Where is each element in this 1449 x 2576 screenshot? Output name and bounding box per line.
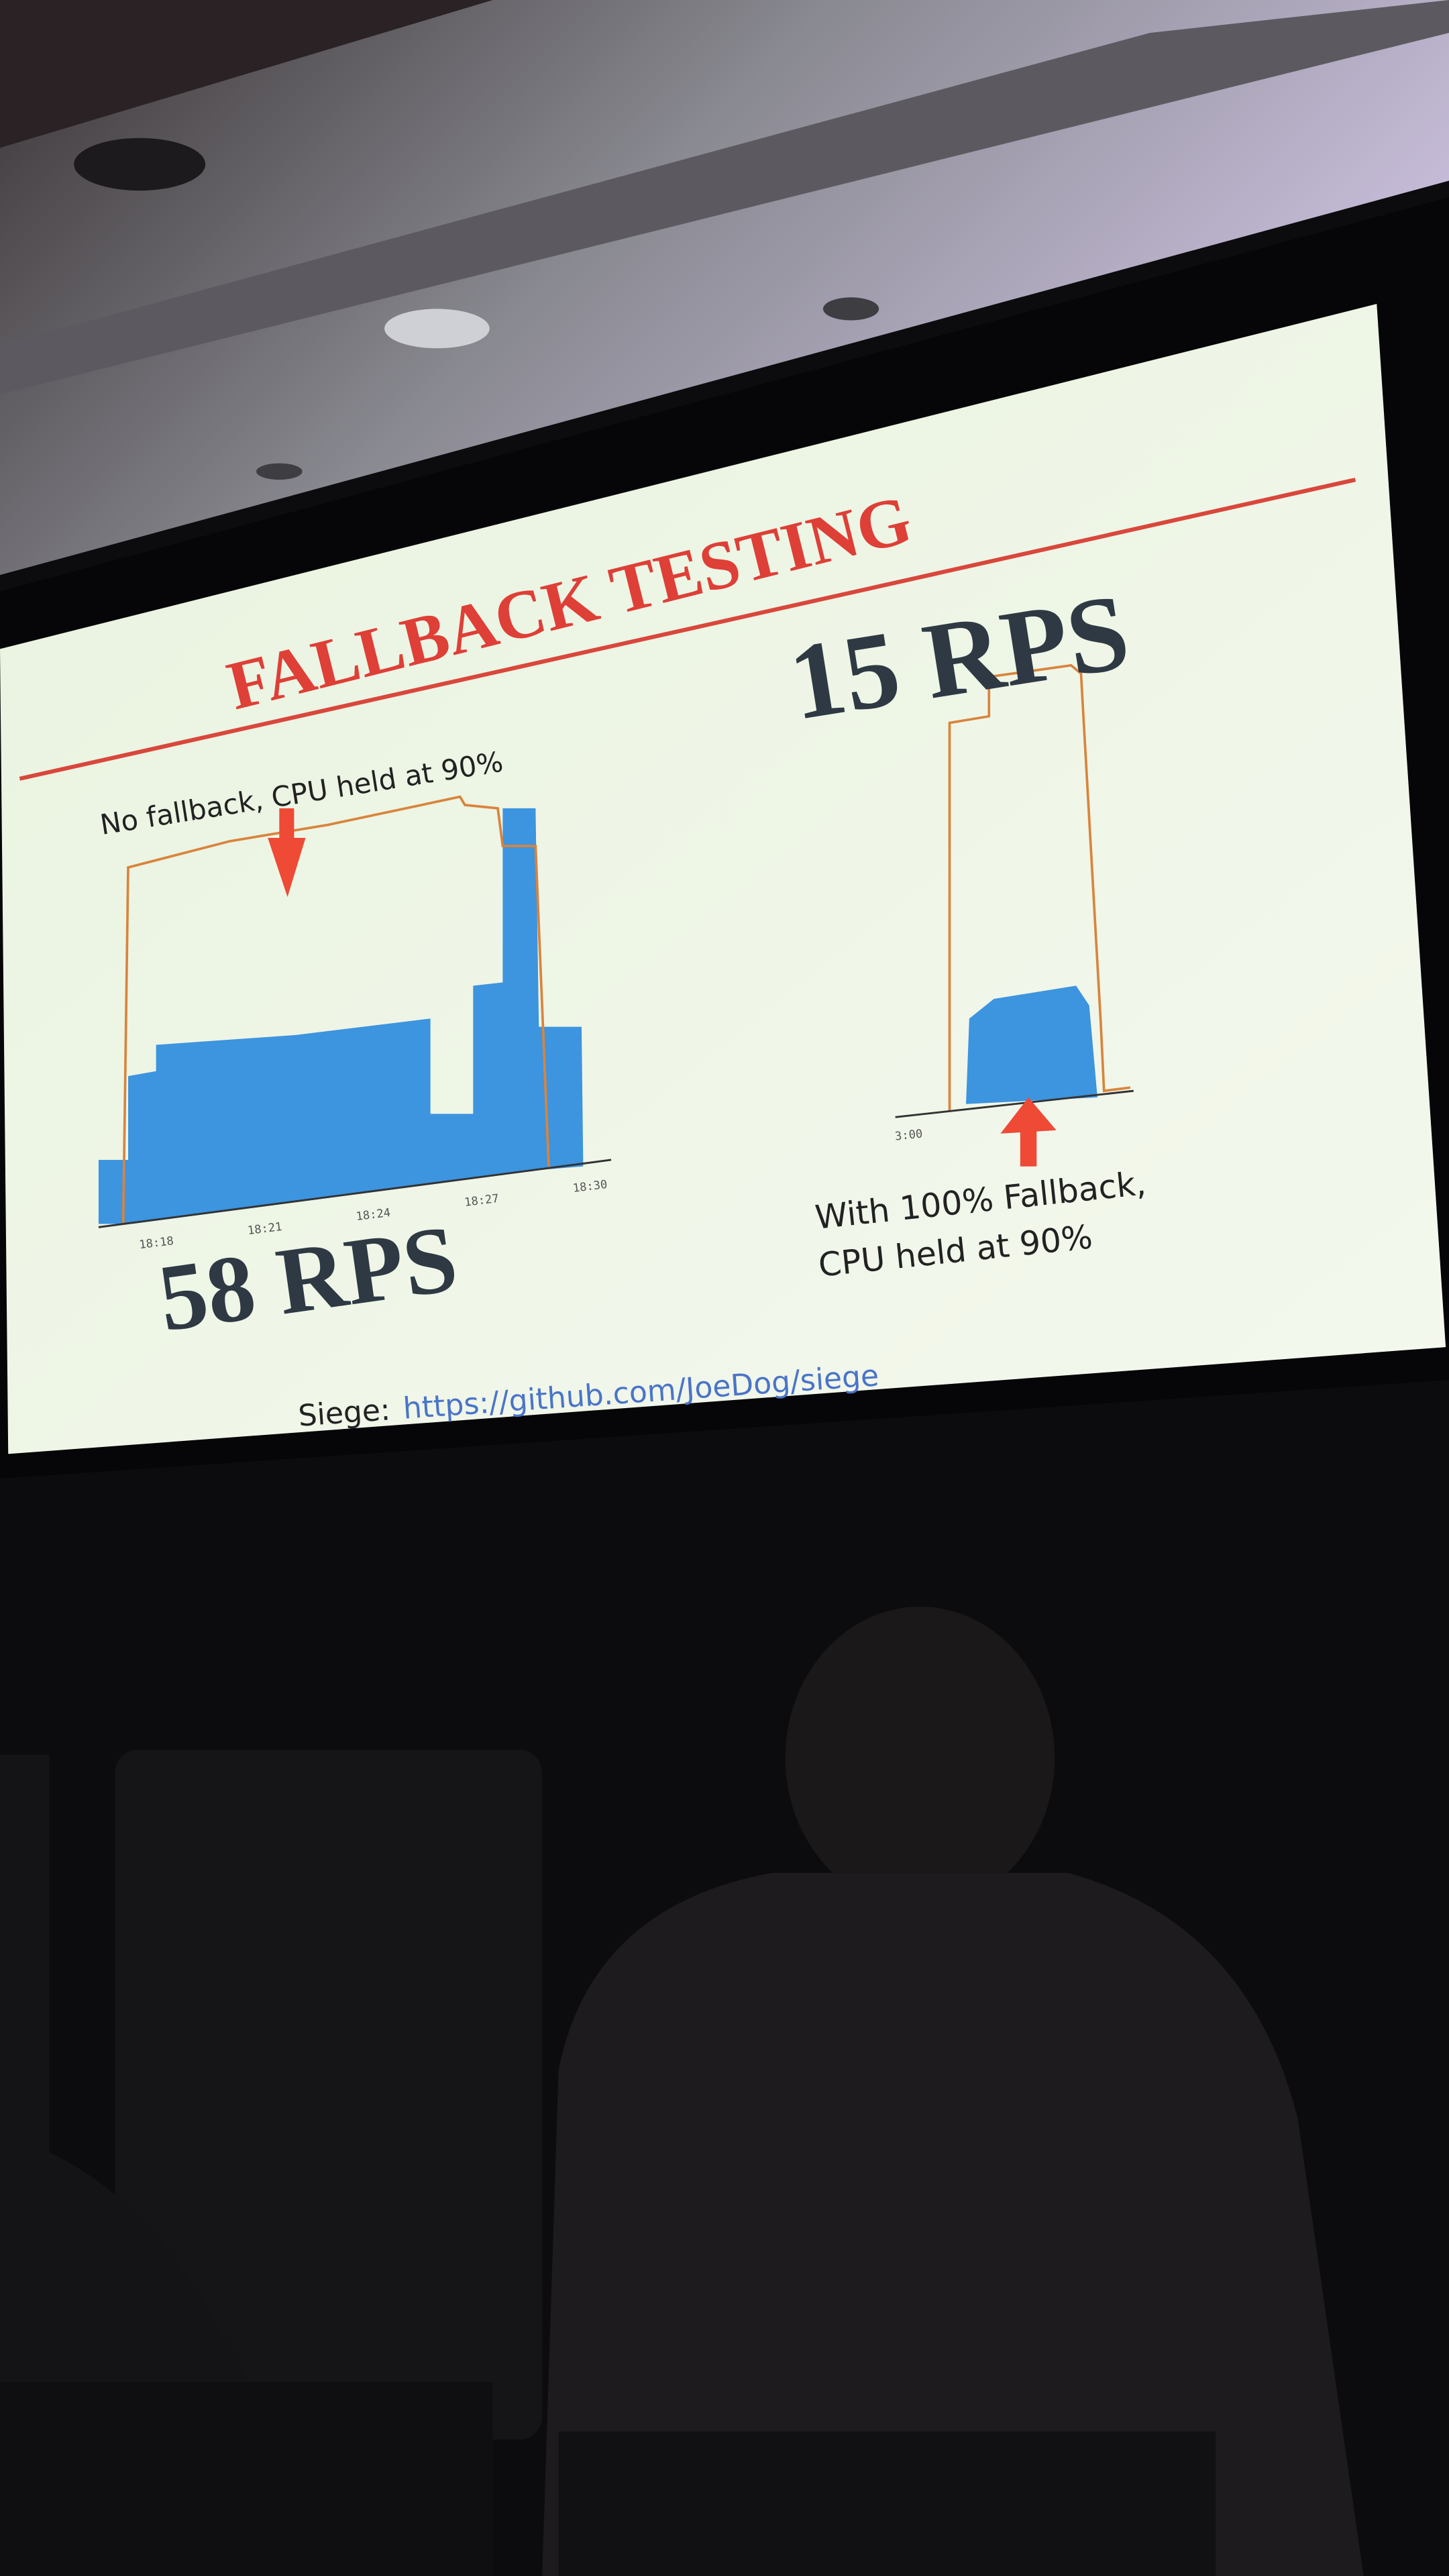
ceiling-beam — [0, 0, 1449, 394]
cpu-line — [121, 795, 550, 1224]
table — [0, 1754, 50, 2182]
ceiling-shadow — [0, 0, 493, 148]
chair — [0, 2382, 493, 2576]
throughput-area — [98, 808, 584, 1224]
title-rule — [19, 478, 1356, 781]
ceiling-light — [822, 297, 879, 321]
throughput-area — [966, 985, 1097, 1104]
table — [115, 1750, 543, 2440]
ceiling-speaker — [74, 138, 206, 191]
chair — [558, 2431, 1216, 2576]
person-head — [785, 1607, 1055, 1909]
ceiling — [0, 0, 1449, 576]
arrow-shaft — [279, 808, 294, 845]
cpu-line — [948, 663, 1131, 1111]
arrow-up — [1000, 1097, 1057, 1134]
x-axis — [98, 1159, 612, 1228]
ceiling-light — [384, 309, 490, 349]
person-body — [542, 1872, 1364, 2576]
x-axis — [895, 1089, 1134, 1118]
ceiling-light — [256, 463, 303, 480]
arrow-shaft — [1020, 1127, 1037, 1167]
footer-label: Siege: — [297, 1393, 392, 1433]
x-tick-label: 3:00 — [894, 1127, 923, 1143]
arrow-down — [268, 837, 306, 898]
